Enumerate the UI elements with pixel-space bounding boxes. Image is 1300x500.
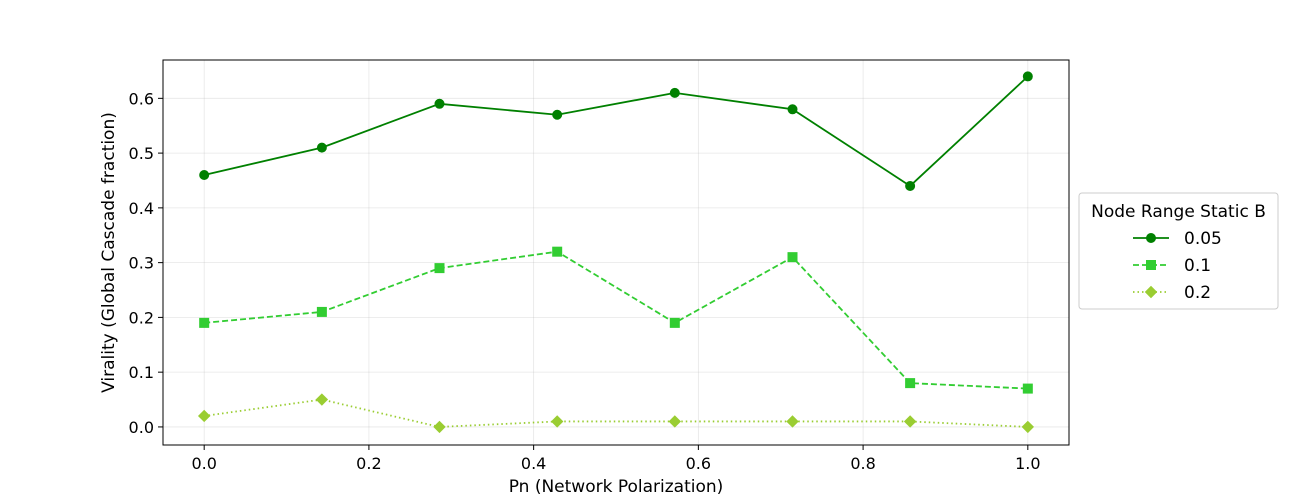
plot-area: [162, 59, 1070, 446]
y-tick-label: 0.6: [129, 89, 154, 108]
series-lines: [203, 75, 1029, 428]
data-point-0.2: [197, 409, 211, 423]
data-point-0.2: [315, 393, 329, 406]
legend-label-0.2: 0.2: [1184, 283, 1211, 303]
legend-box: [1078, 192, 1279, 310]
series-line-0.2: [204, 398, 1028, 428]
x-tick-label: 1.0: [1015, 454, 1040, 473]
x-tick-label: 0.4: [521, 454, 546, 473]
data-point-0.05: [1022, 71, 1033, 82]
series-line-0.1: [204, 250, 1028, 390]
data-point-0.2: [903, 415, 917, 428]
data-point-0.1: [905, 378, 916, 389]
y-tick-label: 0.5: [129, 144, 154, 163]
data-point-0.05: [434, 98, 445, 109]
y-axis-label: Virality (Global Cascade fraction): [99, 112, 119, 393]
data-point-0.1: [199, 317, 210, 328]
series-markers: [197, 71, 1035, 434]
grid-lines: [163, 60, 1069, 445]
y-tick-label: 0.4: [129, 199, 154, 218]
data-point-0.1: [787, 252, 798, 263]
data-point-0.2: [786, 415, 799, 428]
y-tick-label: 0.3: [129, 254, 154, 273]
legend-label-0.05: 0.05: [1184, 229, 1222, 249]
legend-marker-0.1: [1146, 260, 1156, 270]
data-point-0.2: [1021, 420, 1035, 434]
legend-marker-0.05: [1146, 233, 1156, 243]
x-tick-label: 0.0: [191, 454, 216, 473]
data-point-0.05: [669, 87, 680, 98]
legend-items: 0.05 0.1 0.2: [1133, 229, 1222, 303]
data-point-0.1: [434, 263, 445, 274]
data-point-0.1: [316, 306, 327, 317]
data-point-0.05: [787, 104, 798, 115]
x-tick-label: 0.8: [850, 454, 875, 473]
y-axis-ticks: 0.0 0.1 0.2 0.3 0.4 0.5 0.6: [129, 89, 163, 437]
x-tick-label: 0.6: [686, 454, 711, 473]
data-point-0.1: [1022, 383, 1033, 394]
x-tick-label: 0.2: [356, 454, 381, 473]
data-point-0.2: [550, 415, 564, 428]
x-axis-label: Pn (Network Polarization): [509, 477, 724, 497]
data-point-0.2: [668, 415, 682, 428]
legend-marker-0.2: [1144, 285, 1158, 299]
series-line-0.05: [203, 75, 1029, 188]
legend-label-0.1: 0.1: [1184, 256, 1211, 276]
data-point-0.05: [552, 109, 563, 120]
y-tick-label: 0.2: [129, 308, 154, 327]
y-tick-label: 0.0: [129, 418, 154, 437]
legend: Node Range Static B 0.05 0.1 0.2: [1078, 192, 1279, 310]
data-point-0.2: [433, 420, 446, 434]
data-point-0.1: [669, 317, 680, 328]
data-point-0.05: [905, 180, 916, 191]
x-axis-ticks: 0.0 0.2 0.4 0.6 0.8 1.0: [191, 445, 1041, 473]
data-point-0.05: [316, 142, 327, 153]
legend-title: Node Range Static B: [1091, 202, 1266, 222]
data-point-0.1: [552, 246, 563, 257]
data-point-0.05: [199, 170, 210, 181]
y-tick-label: 0.1: [129, 363, 154, 382]
